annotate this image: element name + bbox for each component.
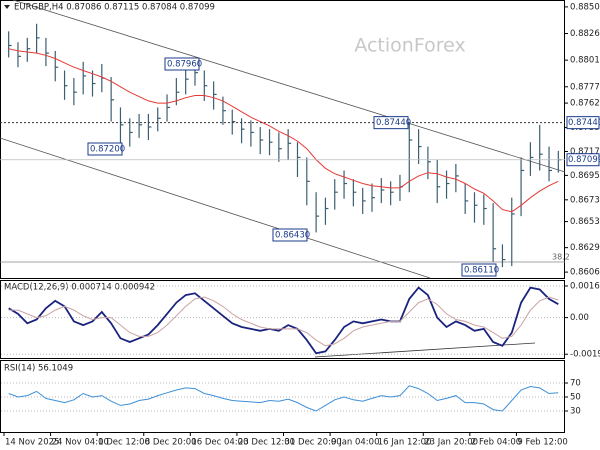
y-tick-label: 0.88015 <box>570 56 600 66</box>
rsi-title: RSI(14) 56.1049 <box>4 364 73 374</box>
y-tick-label: 0.00 <box>570 313 589 323</box>
x-tick-label: 16 Jan 12:00 <box>378 438 432 448</box>
price-label: 0.87200 <box>90 145 125 155</box>
y-tick-label: 50 <box>570 393 581 403</box>
level-label: 0.87440 <box>376 118 411 128</box>
x-tick-label: 2 Feb 04:00 <box>471 438 521 448</box>
moving-average <box>8 48 559 213</box>
price-frame <box>0 0 565 279</box>
y-tick-label: 70 <box>570 379 581 389</box>
y-tick-label: 0.86955 <box>570 171 600 181</box>
price-label: 0.86430 <box>275 231 310 241</box>
x-tick-label: 24 Nov 04:00 <box>52 438 109 448</box>
x-tick-label: 31 Dec 20:00 <box>285 438 342 448</box>
y-tick-label: 30 <box>570 407 581 417</box>
x-tick-label: 23 Jan 20:00 <box>424 438 478 448</box>
y-tick-label: 0.87175 <box>570 147 600 157</box>
price-label-box <box>272 228 308 242</box>
chart-title: EURGBP,H4 0.87086 0.87115 0.87084 0.8709… <box>14 3 215 13</box>
price-label: 0.87960 <box>167 60 202 70</box>
x-tick-label: 8 Dec 20:00 <box>145 438 197 448</box>
x-tick-label: 9 Jan 04:00 <box>331 438 379 448</box>
level-box <box>373 116 409 130</box>
x-tick-label: 9 Feb 12:00 <box>517 438 567 448</box>
title-arrow <box>4 5 10 9</box>
x-tick-label: 16 Dec 04:00 <box>191 438 248 448</box>
price-label-box <box>164 57 200 71</box>
last-price-box <box>566 153 600 167</box>
x-tick-label: 1 Dec 12:00 <box>98 438 150 448</box>
y-tick-label: -0.001953 <box>570 350 600 360</box>
series-line <box>8 385 559 412</box>
divergence-line <box>314 342 536 358</box>
rsi-frame <box>0 360 565 433</box>
watermark: ActionForex <box>354 35 465 57</box>
level-box <box>566 116 600 130</box>
channel-upper <box>12 0 566 173</box>
x-tick-label: 23 Dec 12:00 <box>238 438 295 448</box>
price-label-box <box>87 142 123 156</box>
series-line <box>8 296 559 347</box>
channel-lower <box>0 137 431 279</box>
x-tick-label: 14 Nov 2025 <box>5 438 59 448</box>
price-label: 0.86110 <box>464 266 499 276</box>
y-tick-label: 0.88505 <box>570 2 600 12</box>
macd-frame <box>0 280 565 359</box>
y-tick-label: 0.001688 <box>570 281 600 291</box>
price-label-box <box>461 263 497 277</box>
y-tick-label: 0.86065 <box>570 268 600 278</box>
level-label: 0.87440 <box>568 118 600 128</box>
fib-label: 38.2 <box>552 253 570 262</box>
last-price-label: 0.87099 <box>568 155 600 165</box>
macd-title: MACD(12,26,9) 0.000714 0.000942 <box>4 283 155 293</box>
series-line <box>8 286 559 355</box>
